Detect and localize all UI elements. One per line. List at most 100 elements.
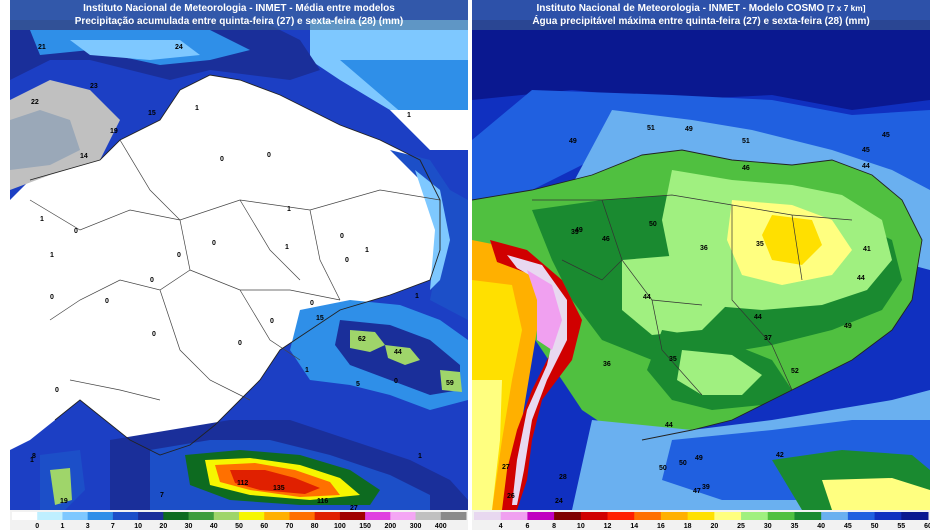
right-colorbar-swatch [767,512,795,520]
left-colorbar-tick: 60 [260,523,268,530]
left-value-label: 0 [105,298,109,305]
left-value-label: 1 [365,247,369,254]
right-title-line1: Instituto Nacional de Meteorologia - INM… [472,3,930,14]
left-value-label: 1 [50,252,54,259]
right-colorbar-tick: 8 [552,523,556,530]
left-colorbar-swatch [188,512,215,520]
left-colorbar-tick: 50 [235,523,243,530]
right-colorbar-tick: 18 [684,523,692,530]
right-value-label: 51 [742,138,750,145]
right-colorbar-tick: 6 [525,523,529,530]
right-colorbar-swatch [554,512,582,520]
right-colorbar-swatch [741,512,769,520]
left-value-label: 1 [418,453,422,460]
left-colorbar-swatch [339,512,366,520]
left-value-label: 62 [358,336,366,343]
left-colorbar-tick: 100 [334,523,346,530]
right-value-label: 46 [602,236,610,243]
left-colorbar-swatch [37,512,63,520]
precipitable-water-panel: 51 51 49 45 46 45 49 44 39 49 46 50 36 35 41 44 44 44 37 35… [472,0,930,530]
left-colorbar-swatch [213,512,240,520]
left-title-banner: Instituto Nacional de Meteorologia - INM… [10,0,468,30]
right-value-label: 35 [756,241,764,248]
right-colorbar-tick: 40 [817,523,825,530]
left-value-label: 0 [394,378,398,385]
right-value-label: 27 [502,464,510,471]
left-value-label: 116 [317,498,328,505]
right-colorbar-tick: 20 [710,523,718,530]
right-value-label: 35 [669,356,677,363]
left-value-label: 1 [407,112,411,119]
left-value-label: 8 [32,453,36,460]
left-value-label: 0 [267,152,271,159]
right-colorbar-tick: 12 [604,523,612,530]
right-colorbar-swatch [500,512,528,520]
left-value-label: 1 [30,457,34,464]
right-value-label: 44 [754,314,762,321]
right-value-label: 36 [700,245,708,252]
left-value-label: 23 [90,83,98,90]
left-value-label: 19 [110,128,118,135]
left-colorbar-tick: 7 [111,523,115,530]
left-title-line1: Instituto Nacional de Meteorologia - INM… [83,3,395,14]
left-value-label: 0 [152,331,156,338]
right-colorbar-swatch [901,512,929,520]
left-colorbar-swatch [289,512,316,520]
left-colorbar-swatch [390,512,417,520]
left-colorbar-tick: 40 [210,523,218,530]
left-colorbar-tick: 1 [60,523,64,530]
left-colorbar-tick: 200 [384,523,396,530]
right-value-label: 50 [659,465,667,472]
right-colorbar-tick: 45 [844,523,852,530]
left-colorbar: 0 1 3 7 10 20 30 40 50 60 70 80 100 150 200 300 400 [10,510,468,530]
left-colorbar-tick: 20 [159,523,167,530]
right-value-label: 50 [649,221,657,228]
left-value-label: 0 [150,277,154,284]
left-value-label: 1 [285,244,289,251]
right-value-label: 45 [882,132,890,139]
left-colorbar-swatch [239,512,265,520]
right-value-label: 24 [555,498,563,505]
precipitation-map: 21 24222315191410011101000001010100000111… [10,0,468,510]
left-colorbar-swatch [138,512,164,520]
right-colorbar-tick: 55 [897,523,905,530]
left-colorbar-swatch [415,512,442,520]
left-value-label: 7 [160,492,164,499]
right-colorbar-tick: 50 [871,523,879,530]
right-colorbar-tick: 35 [791,523,799,530]
left-value-label: 59 [446,380,454,387]
right-colorbar-swatch [527,512,555,520]
right-value-label: 46 [742,165,750,172]
right-title-line2: Água precipitável máxima entre quinta-fe… [532,16,870,27]
right-value-label: 44 [857,275,865,282]
left-value-label: 1 [415,293,419,300]
right-value-label: 49 [844,323,852,330]
right-colorbar-swatch [687,512,715,520]
left-colorbar-tick: 400 [435,523,447,530]
right-colorbar-tick: 10 [577,523,585,530]
right-title-resolution: [7 x 7 km] [827,3,866,13]
right-colorbar-swatch [794,512,822,520]
left-colorbar-swatch [365,512,391,520]
left-value-label: 0 [74,228,78,235]
right-value-label: 42 [776,452,784,459]
left-colorbar-swatch [440,512,467,520]
left-value-label: 0 [238,340,242,347]
right-colorbar-swatch [474,512,502,520]
right-colorbar-swatch [874,512,902,520]
right-colorbar-swatch [847,512,876,520]
right-colorbar-swatch [821,512,849,520]
left-value-label: 15 [316,315,324,322]
right-value-label: 36 [603,361,611,368]
left-value-label: 135 [273,485,285,492]
left-value-label: 112 [237,480,248,487]
right-value-label: 47 [693,488,701,495]
right-value-label: 37 [764,335,772,342]
left-value-label: 22 [31,99,39,106]
left-value-label: 5 [356,381,360,388]
left-colorbar-tick: 150 [359,523,371,530]
left-colorbar-swatch [264,512,290,520]
left-value-labels: 21 24222315191410011101000001010100000111… [30,44,454,510]
